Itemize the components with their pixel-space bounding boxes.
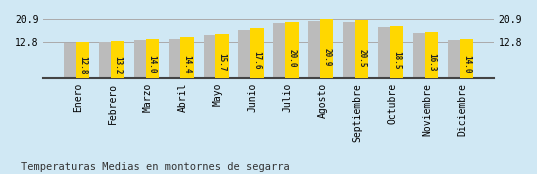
Text: 14.0: 14.0	[462, 55, 471, 73]
Text: 14.0: 14.0	[148, 55, 157, 73]
Bar	[460, 39, 473, 78]
Bar	[180, 37, 194, 78]
Bar	[146, 39, 159, 78]
Bar	[99, 42, 112, 78]
Bar	[320, 19, 333, 78]
Bar	[238, 30, 252, 78]
Text: 20.0: 20.0	[287, 49, 296, 68]
Bar	[390, 26, 403, 78]
Bar	[169, 39, 182, 78]
Bar	[76, 42, 89, 78]
Bar	[343, 22, 357, 78]
Text: 15.7: 15.7	[217, 53, 227, 72]
Text: 12.8: 12.8	[78, 56, 87, 75]
Bar	[355, 20, 368, 78]
Text: 18.5: 18.5	[392, 50, 401, 69]
Bar	[215, 34, 229, 78]
Text: 20.9: 20.9	[322, 48, 331, 67]
Text: 20.5: 20.5	[357, 49, 366, 67]
Bar	[285, 22, 299, 78]
Bar	[64, 43, 77, 78]
Text: 13.2: 13.2	[113, 56, 122, 74]
Bar	[111, 41, 124, 78]
Bar	[134, 40, 147, 78]
Bar	[308, 21, 322, 78]
Text: 17.6: 17.6	[252, 51, 262, 70]
Bar	[425, 32, 438, 78]
Text: 16.3: 16.3	[427, 53, 436, 71]
Bar	[378, 27, 391, 78]
Bar	[250, 28, 264, 78]
Bar	[448, 40, 461, 78]
Text: Temperaturas Medias en montornes de segarra: Temperaturas Medias en montornes de sega…	[21, 162, 290, 172]
Bar	[204, 35, 217, 78]
Bar	[413, 33, 426, 78]
Text: 14.4: 14.4	[183, 54, 192, 73]
Bar	[273, 23, 287, 78]
